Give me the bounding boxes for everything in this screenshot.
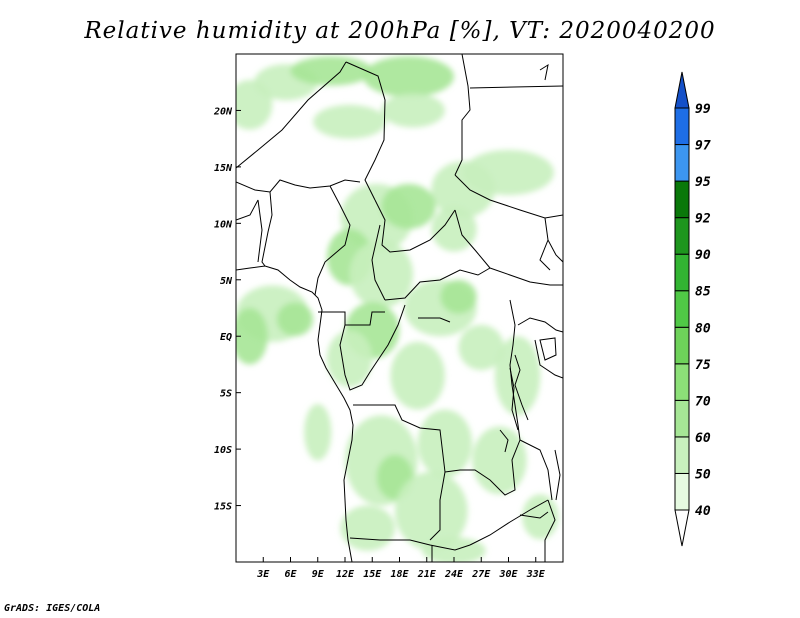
colorbar-segment — [674, 363, 690, 401]
lat-tick-label: 10S — [214, 445, 232, 456]
colorbar-label: 85 — [695, 285, 711, 300]
humidity-patch — [472, 426, 527, 495]
colorbar-label: 70 — [695, 394, 711, 409]
lat-tick-label: EQ — [220, 332, 232, 343]
colorbar-segment — [674, 290, 690, 328]
humidity-patch — [313, 104, 386, 139]
colorbar-segment — [674, 436, 690, 474]
lon-tick-label: 15E — [363, 569, 382, 580]
colorbar-segment — [674, 326, 690, 365]
lon-tick-label: 9E — [312, 569, 325, 580]
humidity-patch — [417, 409, 473, 478]
colorbar-label: 95 — [695, 175, 711, 190]
credit-text: GrADS: IGES/COLA — [4, 603, 101, 614]
humidity-patch — [326, 330, 373, 388]
humidity-patch — [522, 494, 559, 540]
colorbar-label: 60 — [695, 431, 711, 446]
humidity-patch — [349, 240, 414, 308]
lat-tick-label: 15S — [214, 502, 232, 513]
lat-tick-label: 5N — [220, 276, 233, 287]
colorbar-upper-arrow — [674, 71, 690, 109]
lon-tick-label: 30E — [498, 569, 518, 580]
lon-tick-label: 18E — [390, 569, 409, 580]
humidity-field — [236, 56, 559, 562]
colorbar-label: 40 — [695, 504, 711, 519]
humidity-patch — [276, 302, 314, 337]
colorbar-segment — [674, 107, 690, 146]
colorbar-segment — [674, 217, 690, 255]
colorbar-label: 75 — [695, 358, 711, 373]
colorbar-segment — [674, 144, 690, 182]
lon-tick-label: 27E — [471, 569, 491, 580]
colorbar-label: 50 — [695, 467, 711, 482]
lon-tick-label: 21E — [417, 569, 437, 580]
humidity-patch — [431, 161, 495, 218]
humidity-patch — [394, 471, 468, 551]
lon-tick-label: 6E — [284, 569, 297, 580]
colorbar-lower-arrow — [674, 509, 690, 547]
colorbar-label: 97 — [695, 139, 711, 154]
colorbar-segment — [674, 399, 690, 438]
colorbar-label: 99 — [695, 102, 711, 117]
map-title: Relative humidity at 200hPa [%], VT: 202… — [84, 18, 716, 44]
humidity-patch — [390, 341, 445, 410]
lon-tick-label: 33E — [526, 569, 546, 580]
humidity-patch — [431, 206, 477, 252]
colorbar-segment — [674, 472, 690, 511]
humidity-patch — [236, 308, 268, 365]
colorbar-segment — [674, 180, 690, 219]
humidity-patch — [304, 403, 332, 461]
humidity-patch — [381, 93, 445, 128]
colorbar-label: 92 — [695, 212, 711, 227]
colorbar-segment — [674, 253, 690, 292]
country-borders — [236, 54, 563, 562]
lon-tick-label: 12E — [336, 569, 355, 580]
humidity-patch — [363, 56, 455, 97]
lon-tick-label: 3E — [256, 569, 270, 580]
humidity-patch — [340, 505, 395, 551]
humidity-patch — [290, 56, 373, 86]
longitude-axis: 3E 6E 9E 12E 15E 18E 21E 24E 27E 30E 33E — [256, 557, 546, 580]
humidity-patch — [440, 279, 477, 314]
humidity-patch — [381, 183, 436, 229]
lat-tick-label: 20N — [213, 106, 233, 117]
colorbar: 40 50 60 70 75 80 85 90 92 95 97 99 — [674, 71, 711, 547]
lat-tick-label: 5S — [220, 389, 232, 400]
colorbar-label: 80 — [695, 321, 711, 336]
lat-tick-label: 10N — [214, 219, 233, 230]
latitude-axis: 20N 15N 10N 5N EQ 5S 10S 15S — [213, 106, 241, 513]
colorbar-label: 90 — [695, 248, 711, 263]
lon-tick-label: 24E — [444, 569, 464, 580]
lat-tick-label: 15N — [214, 163, 233, 174]
humidity-patch — [458, 324, 504, 371]
